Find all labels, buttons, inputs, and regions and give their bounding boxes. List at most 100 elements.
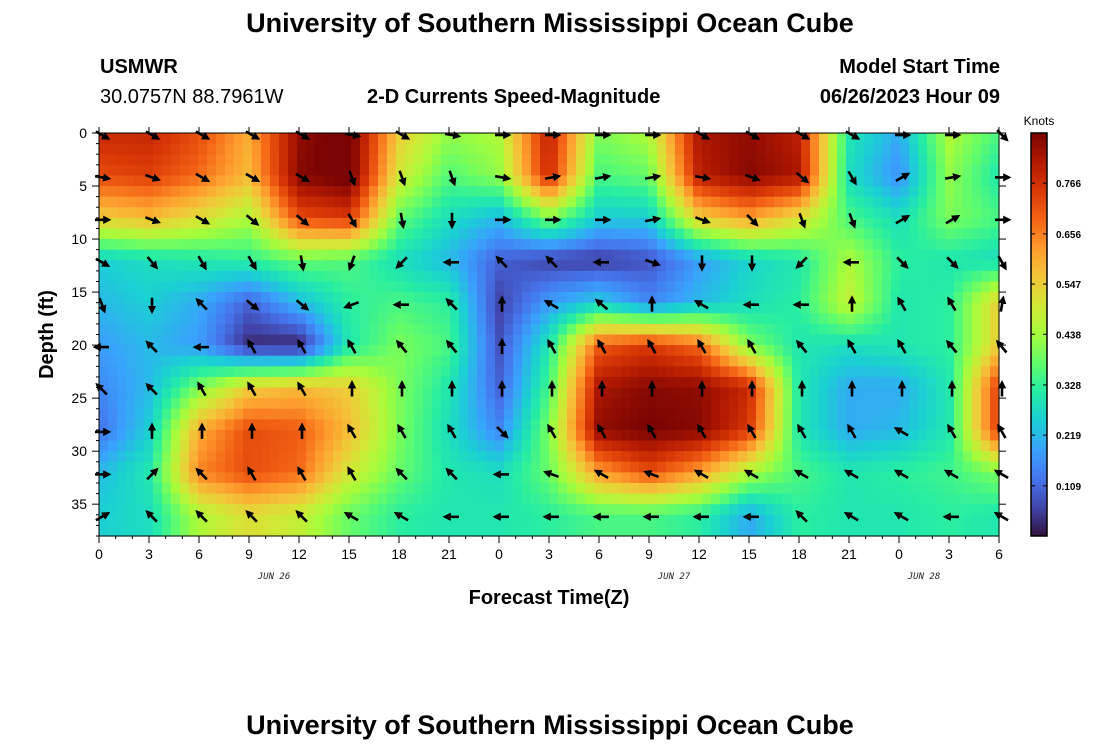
heatmap-cell <box>819 164 829 177</box>
heatmap-cell <box>297 334 307 346</box>
heatmap-cell <box>540 228 550 240</box>
heatmap-cell <box>540 451 550 463</box>
heatmap-cell <box>873 514 883 526</box>
current-arrow <box>347 338 357 354</box>
heatmap-cell <box>117 196 127 208</box>
heatmap-cell <box>405 461 415 473</box>
heatmap-cell <box>270 217 280 230</box>
heatmap-cell <box>873 281 883 293</box>
heatmap-cell <box>495 525 505 537</box>
heatmap-cell <box>819 196 829 208</box>
heatmap-cell <box>558 196 568 208</box>
heatmap-cell <box>819 429 829 442</box>
heatmap-cell <box>594 408 604 420</box>
heatmap-cell <box>342 429 352 442</box>
heatmap-cell <box>981 313 991 325</box>
heatmap-cell <box>657 154 667 166</box>
heatmap-cell <box>477 355 487 367</box>
heatmap-cell <box>540 207 550 219</box>
heatmap-cell <box>963 281 973 293</box>
heatmap-cell <box>144 493 154 505</box>
heatmap-cell <box>900 387 910 399</box>
heatmap-cell <box>846 493 856 505</box>
heatmap-cell <box>279 270 289 283</box>
heatmap-cell <box>828 429 838 442</box>
heatmap-cell <box>378 292 388 304</box>
heatmap-cell <box>882 143 892 155</box>
heatmap-cell <box>585 186 595 198</box>
heatmap-cell <box>504 196 514 208</box>
heatmap-cell <box>117 419 127 431</box>
heatmap-cell <box>189 260 199 272</box>
heatmap-cell <box>909 292 919 304</box>
heatmap-cell <box>477 302 487 314</box>
heatmap-cell <box>684 461 694 473</box>
heatmap-cell <box>252 408 262 420</box>
heatmap-cell <box>441 525 451 537</box>
heatmap-cell <box>846 440 856 452</box>
heatmap-cell <box>153 143 163 155</box>
heatmap-cell <box>270 196 280 208</box>
heatmap-cell <box>837 249 847 261</box>
heatmap-cell <box>171 175 181 187</box>
heatmap-cell <box>576 408 586 420</box>
heatmap-cell <box>405 302 415 314</box>
current-arrow <box>295 510 308 523</box>
heatmap-cell <box>360 345 370 357</box>
heatmap-cell <box>126 207 136 219</box>
heatmap-cell <box>324 345 334 357</box>
heatmap-cell <box>522 504 532 516</box>
heatmap-cell <box>756 239 766 251</box>
heatmap-cell <box>477 249 487 261</box>
heatmap-cell <box>747 313 757 325</box>
heatmap-cell <box>333 398 343 410</box>
heatmap-cell <box>639 461 649 473</box>
heatmap-cell <box>954 239 964 251</box>
heatmap-cell <box>324 419 334 431</box>
heatmap-cell <box>873 228 883 240</box>
heatmap-cell <box>675 504 685 516</box>
current-arrow <box>544 173 562 182</box>
heatmap-cell <box>126 196 136 208</box>
heatmap-cell <box>612 239 622 251</box>
heatmap-cell <box>315 387 325 399</box>
heatmap-cell <box>936 154 946 166</box>
heatmap-cell <box>441 461 451 473</box>
heatmap-cell <box>666 525 676 537</box>
heatmap-cell <box>126 334 136 346</box>
heatmap-cell <box>144 376 154 389</box>
heatmap-cell <box>819 408 829 420</box>
heatmap-cell <box>513 270 523 283</box>
heatmap-cell <box>162 472 172 484</box>
heatmap-cell <box>828 376 838 389</box>
heatmap-cell <box>711 429 721 442</box>
heatmap-cell <box>720 376 730 389</box>
heatmap-cell <box>783 419 793 431</box>
heatmap-cell <box>486 313 496 325</box>
heatmap-cell <box>216 228 226 240</box>
heatmap-cell <box>801 493 811 505</box>
heatmap-cell <box>108 504 118 516</box>
heatmap-cell <box>396 461 406 473</box>
heatmap-cell <box>180 408 190 420</box>
heatmap-cell <box>972 302 982 314</box>
heatmap-cell <box>981 366 991 378</box>
x-tick-label: 9 <box>645 546 653 562</box>
heatmap-cell <box>252 525 262 537</box>
heatmap-cell <box>225 175 235 187</box>
heatmap-cell <box>162 154 172 166</box>
heatmap-cell <box>504 408 514 420</box>
heatmap-cell <box>819 143 829 155</box>
heatmap-cell <box>135 175 145 187</box>
heatmap-cell <box>423 429 433 442</box>
heatmap-cell <box>594 313 604 325</box>
heatmap-cell <box>387 133 397 145</box>
heatmap-cell <box>963 228 973 240</box>
heatmap-cell <box>855 186 865 198</box>
heatmap-cell <box>324 504 334 516</box>
heatmap-cell <box>279 143 289 155</box>
heatmap-cell <box>144 281 154 293</box>
heatmap-cell <box>864 217 874 230</box>
heatmap-cell <box>333 249 343 261</box>
